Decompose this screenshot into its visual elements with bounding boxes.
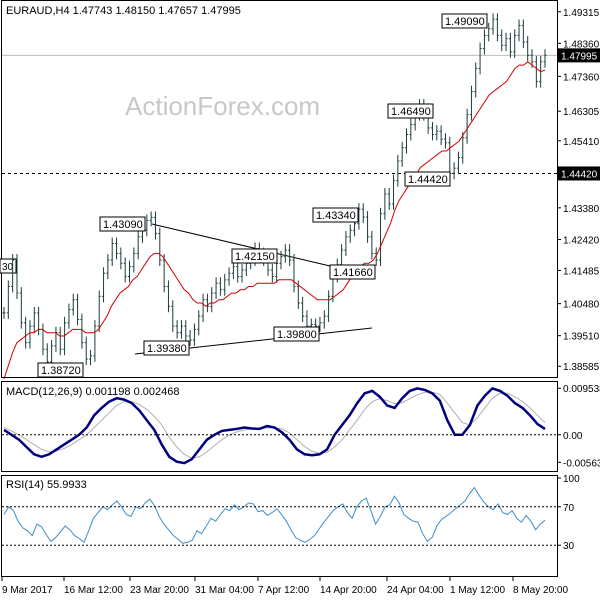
x-tick-label: 9 Mar 2017 [2,585,53,596]
annotation-1.43090: 1.43090 [99,216,146,232]
annotation-label: 1.38720 [41,365,81,377]
annotation-1.49090: 1.49090 [441,13,488,29]
rsi-panel-frame [1,475,558,577]
price-axis: 1.493151.483601.473601.463051.454101.443… [557,8,600,373]
price-grid: 30 [0,54,557,274]
annotation-box [387,103,434,119]
rsi-tick-label: 100 [563,474,580,485]
price-tick-label: 1.48360 [563,39,600,50]
price-series-group [2,13,547,380]
price-tick-label: 1.47360 [563,72,600,83]
annotation-1.43340: 1.43340 [312,207,359,223]
annotation-label: 1.46490 [391,106,431,118]
x-axis: 9 Mar 2017 16 Mar 12:00 23 Mar 20:00 31 Mar… [1,577,568,596]
annotation-box [404,171,451,187]
annotation-1.39380: 1.39380 [143,340,190,356]
price-tick-label: 1.49315 [563,8,600,19]
price-tick-label: 1.38585 [563,362,600,373]
current-price-box [558,48,600,63]
annotation-box [273,326,320,342]
rsi-tick-label: 30 [563,541,575,552]
annotation-label: 1.44420 [408,174,448,186]
moving-average-line [3,61,546,380]
annotation-label: 1.49090 [445,16,485,28]
x-tick-label: 1 May 12:00 [450,585,505,596]
x-tick-label: 24 Apr 04:00 [387,585,444,596]
price-tick-label: 1.45410 [563,137,600,148]
annotation-1.44420: 1.44420 [404,171,451,187]
price-tick-label: 1.39510 [563,332,600,343]
upper-trendline [151,223,331,267]
annotation-box [231,248,278,264]
watermark-text: ActionForex.com [125,91,320,121]
x-tick-label: 16 Mar 12:00 [64,585,123,596]
annotation-label: 1.39800 [277,329,317,341]
annotation-box [441,13,488,29]
price-tick-label: 1.40480 [563,300,600,311]
macd-title: MACD(12,26,9) 0.001198 0.002468 [6,386,179,398]
annotation-1.39800: 1.39800 [273,326,320,342]
x-tick-label: 14 Apr 20:00 [320,585,377,596]
x-tick-label: 7 Apr 12:00 [258,585,310,596]
annotation-box [99,216,146,232]
macd-tick-label: 0.009538 [563,384,600,395]
macd-tick-label: -0.005637 [563,458,600,469]
trendlines [134,223,373,355]
price-tick-label: 1.41485 [563,266,600,277]
annotation-label: 1.39380 [147,343,187,355]
annotation-1.38720: 1.38720 [37,362,84,378]
annotation-label: 1.43340 [316,210,356,222]
annotation-box [37,362,84,378]
current-price-label: 1.47995 [561,51,598,62]
macd-panel-frame [1,381,558,472]
rsi-tick-label: 70 [563,503,575,514]
price-panel-frame [1,0,558,378]
rsi-title: RSI(14) 55.9933 [6,479,87,491]
annotation-1.41660: 1.41660 [329,264,376,280]
annotation-label: 1.43090 [103,219,143,231]
annotation-box [329,264,376,280]
annotation-label: 1.41660 [333,267,373,279]
x-tick-label: 31 Mar 04:00 [195,585,254,596]
annotation-box [312,207,359,223]
edge-label: 30 [2,262,14,273]
macd-line [3,386,546,465]
price-tick-label: 1.43380 [563,204,600,215]
rsi-axis: 100 70 30 [2,474,580,552]
annotation-box [143,340,190,356]
support-level-box [558,166,600,181]
price-tick-label: 1.46305 [563,107,600,118]
annotation-1.42150: 1.42150 [231,248,278,264]
annotation-1.46490: 1.46490 [387,103,434,119]
macd-series-group [3,386,546,465]
edge-label-box [0,258,17,274]
macd-axis: 0.009538 0.00 -0.005637 [2,384,600,469]
price-tick-label: 1.42420 [563,236,600,247]
rsi-series-group [3,486,546,544]
x-tick-label: 8 May 20:00 [513,585,568,596]
price-annotations: 1.49090 1.46490 1.44420 1.43340 1.43090 1.421… [37,13,488,378]
macd-signal-line [3,391,546,459]
x-tick-label: 23 Mar 20:00 [130,585,189,596]
chart-header: EURAUD,H4 1.47743 1.48150 1.47657 1.4799… [6,5,241,17]
annotation-label: 1.42150 [235,251,275,263]
support-level-label: 1.44420 [561,169,598,180]
macd-tick-label: 0.00 [563,431,583,442]
rsi-line [3,486,546,544]
